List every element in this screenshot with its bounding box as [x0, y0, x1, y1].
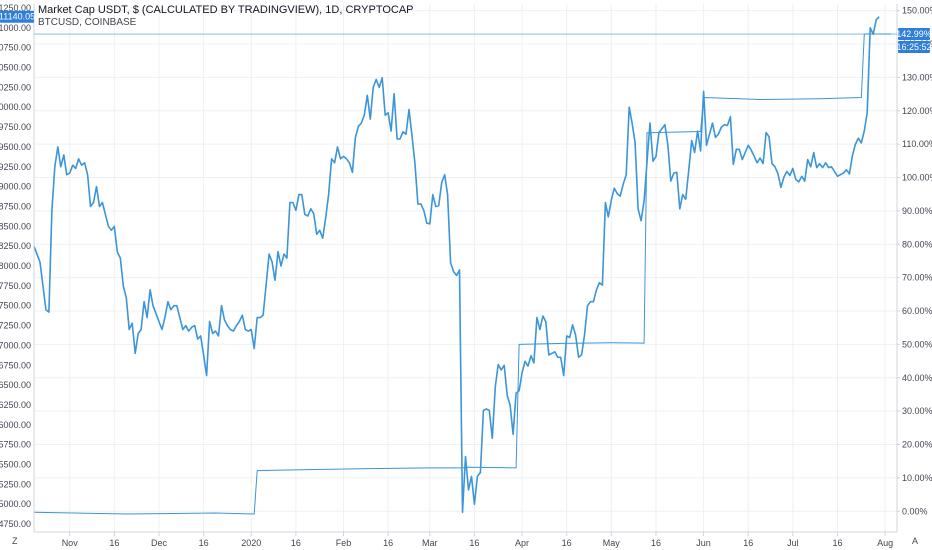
left-tick-label: 7500.00 [0, 301, 31, 311]
right-tick-label: 60.00% [902, 306, 932, 316]
x-tick-label: Aug [877, 538, 893, 548]
x-tick-label: Apr [515, 538, 529, 548]
left-tick-label: 6250.00 [0, 400, 31, 410]
left-tick-label: 4750.00 [0, 519, 31, 529]
countdown-tag [898, 41, 930, 54]
x-tick-label: 16 [383, 538, 393, 548]
left-tick-label: 6000.00 [0, 420, 31, 430]
left-tick-label: 10000.00 [0, 102, 31, 112]
grid-lines [34, 4, 897, 532]
x-tick-label: Jun [696, 538, 711, 548]
left-tick-label: 5000.00 [0, 499, 31, 509]
chart-title: Market Cap USDT, $ (CALCULATED BY TRADIN… [38, 4, 414, 16]
price-tags: 11140.05 142.99% 16:25:52 [0, 10, 932, 54]
right-tick-label: 50.00% [902, 339, 932, 349]
axis-frame [33, 4, 898, 533]
left-tick-label: 9250.00 [0, 162, 31, 172]
left-last-value-tag [0, 10, 34, 23]
left-tick-label: 5250.00 [0, 479, 31, 489]
x-tick-label: 16 [199, 538, 209, 548]
right-tick-label: 130.00% [902, 72, 932, 82]
right-tick-label: 100.00% [902, 173, 932, 183]
x-tick-label: 16 [832, 538, 842, 548]
left-tick-label: 6750.00 [0, 360, 31, 370]
left-tick-label: 9750.00 [0, 122, 31, 132]
left-tick-label: 10500.00 [0, 63, 31, 73]
countdown-label: 16:25:52 [896, 42, 931, 52]
x-tick-label: 2020 [241, 538, 261, 548]
right-tick-label: 0.00% [902, 506, 928, 516]
left-tick-label: 10250.00 [0, 82, 31, 92]
left-tick-label: 10750.00 [0, 43, 31, 53]
right-last-value-tag [898, 28, 930, 41]
right-tick-label: 10.00% [902, 473, 932, 483]
x-tick-label: Nov [62, 538, 79, 548]
left-tick-label: 8250.00 [0, 241, 31, 251]
left-tick-label: 11250.00 [0, 3, 31, 13]
x-tick-label: Mar [422, 538, 438, 548]
market-cap-usdt-line [33, 33, 891, 515]
right-tick-label: 70.00% [902, 273, 932, 283]
right-tick-label: 90.00% [902, 206, 932, 216]
left-tick-label: 9500.00 [0, 142, 31, 152]
chart-subtitle: BTCUSD, COINBASE [38, 17, 137, 28]
right-tick-label: 120.00% [902, 106, 932, 116]
right-tick-label: 30.00% [902, 406, 932, 416]
x-tick-label: 16 [469, 538, 479, 548]
x-tick-label: Feb [336, 538, 352, 548]
x-tick-label: May [603, 538, 621, 548]
left-tick-label: 5500.00 [0, 460, 31, 470]
left-tick-label: 8000.00 [0, 261, 31, 271]
left-tick-label: 9000.00 [0, 182, 31, 192]
left-tick-label: 8750.00 [0, 201, 31, 211]
log-scale-toggle[interactable]: Z [12, 536, 18, 546]
x-tick-label: 16 [562, 538, 572, 548]
right-tick-label: 110.00% [902, 139, 932, 149]
left-tick-label: 7750.00 [0, 281, 31, 291]
btcusd-price-line [33, 16, 880, 514]
left-tick-label: 6500.00 [0, 380, 31, 390]
right-tick-label: 20.00% [902, 440, 932, 450]
left-tick-label: 5750.00 [0, 440, 31, 450]
right-tick-label: 150.00% [902, 6, 932, 16]
x-tick-label: Jul [787, 538, 799, 548]
auto-scale-toggle[interactable]: A [912, 536, 919, 546]
left-axis[interactable]: 4750.00 5000.00 5250.00 5500.00 5750.00 6000.… [0, 3, 31, 529]
x-tick-label: 16 [109, 538, 119, 548]
left-tick-label: 7000.00 [0, 340, 31, 350]
right-last-value-label: 142.99% [896, 29, 932, 39]
x-tick-label: 16 [651, 538, 661, 548]
x-tick-label: 16 [743, 538, 753, 548]
x-axis[interactable]: Nov 16 Dec 16 2020 16 Feb 16 Mar 16 Apr 16 May 16 Jun 1… [62, 532, 893, 548]
left-tick-label: 11000.00 [0, 23, 31, 33]
left-tick-label: 8500.00 [0, 221, 31, 231]
right-tick-label: 80.00% [902, 239, 932, 249]
x-tick-label: Dec [151, 538, 168, 548]
left-last-value-label: 11140.05 [0, 12, 35, 22]
right-tick-label: 40.00% [902, 373, 932, 383]
x-tick-label: 16 [291, 538, 301, 548]
series-layer [33, 16, 891, 515]
left-tick-label: 7250.00 [0, 321, 31, 331]
